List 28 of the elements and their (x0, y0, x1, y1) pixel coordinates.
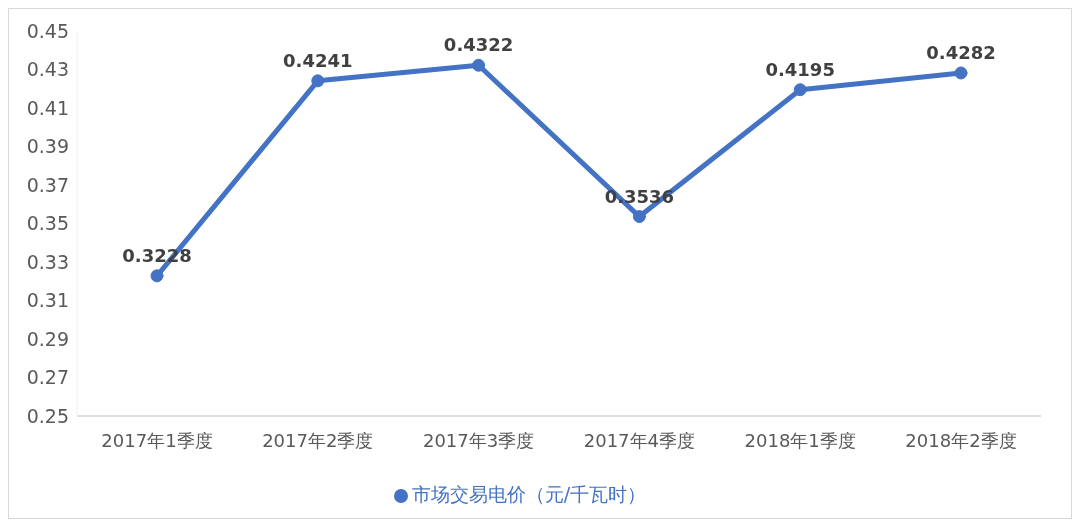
y-tick-label: 0.27 (26, 366, 69, 389)
x-tick-label: 2017年4季度 (583, 429, 696, 451)
x-tick-label: 2017年1季度 (101, 429, 213, 451)
x-tick-label: 2018年2季度 (905, 429, 1017, 451)
y-tick-label: 0.39 (26, 135, 69, 158)
x-tick-label: 2017年3季度 (422, 429, 535, 451)
y-tick-label: 0.25 (26, 404, 69, 427)
point (793, 83, 807, 97)
y-tick-label: 0.31 (26, 289, 69, 312)
data-label: 0.4195 (765, 58, 835, 80)
legend-label: 市场交易电价（元/千瓦时） (411, 483, 647, 505)
y-tick-label: 0.45 (26, 19, 69, 42)
point (150, 269, 164, 283)
point (311, 74, 325, 88)
x-tick-label: 2018年1季度 (744, 429, 856, 451)
data-label: 0.4241 (283, 49, 353, 71)
point (632, 210, 646, 224)
x-tick-label: 2017年2季度 (262, 429, 374, 451)
y-tick-label: 0.35 (26, 212, 69, 235)
y-tick-label: 0.37 (26, 173, 69, 196)
data-label: 0.4322 (443, 34, 514, 56)
y-tick-label: 0.41 (26, 96, 69, 119)
point (954, 66, 968, 80)
point (472, 58, 486, 72)
y-tick-label: 0.33 (26, 250, 69, 273)
y-tick-label: 0.29 (26, 327, 69, 350)
y-tick-label: 0.43 (26, 58, 69, 81)
data-label: 0.4282 (926, 41, 996, 63)
